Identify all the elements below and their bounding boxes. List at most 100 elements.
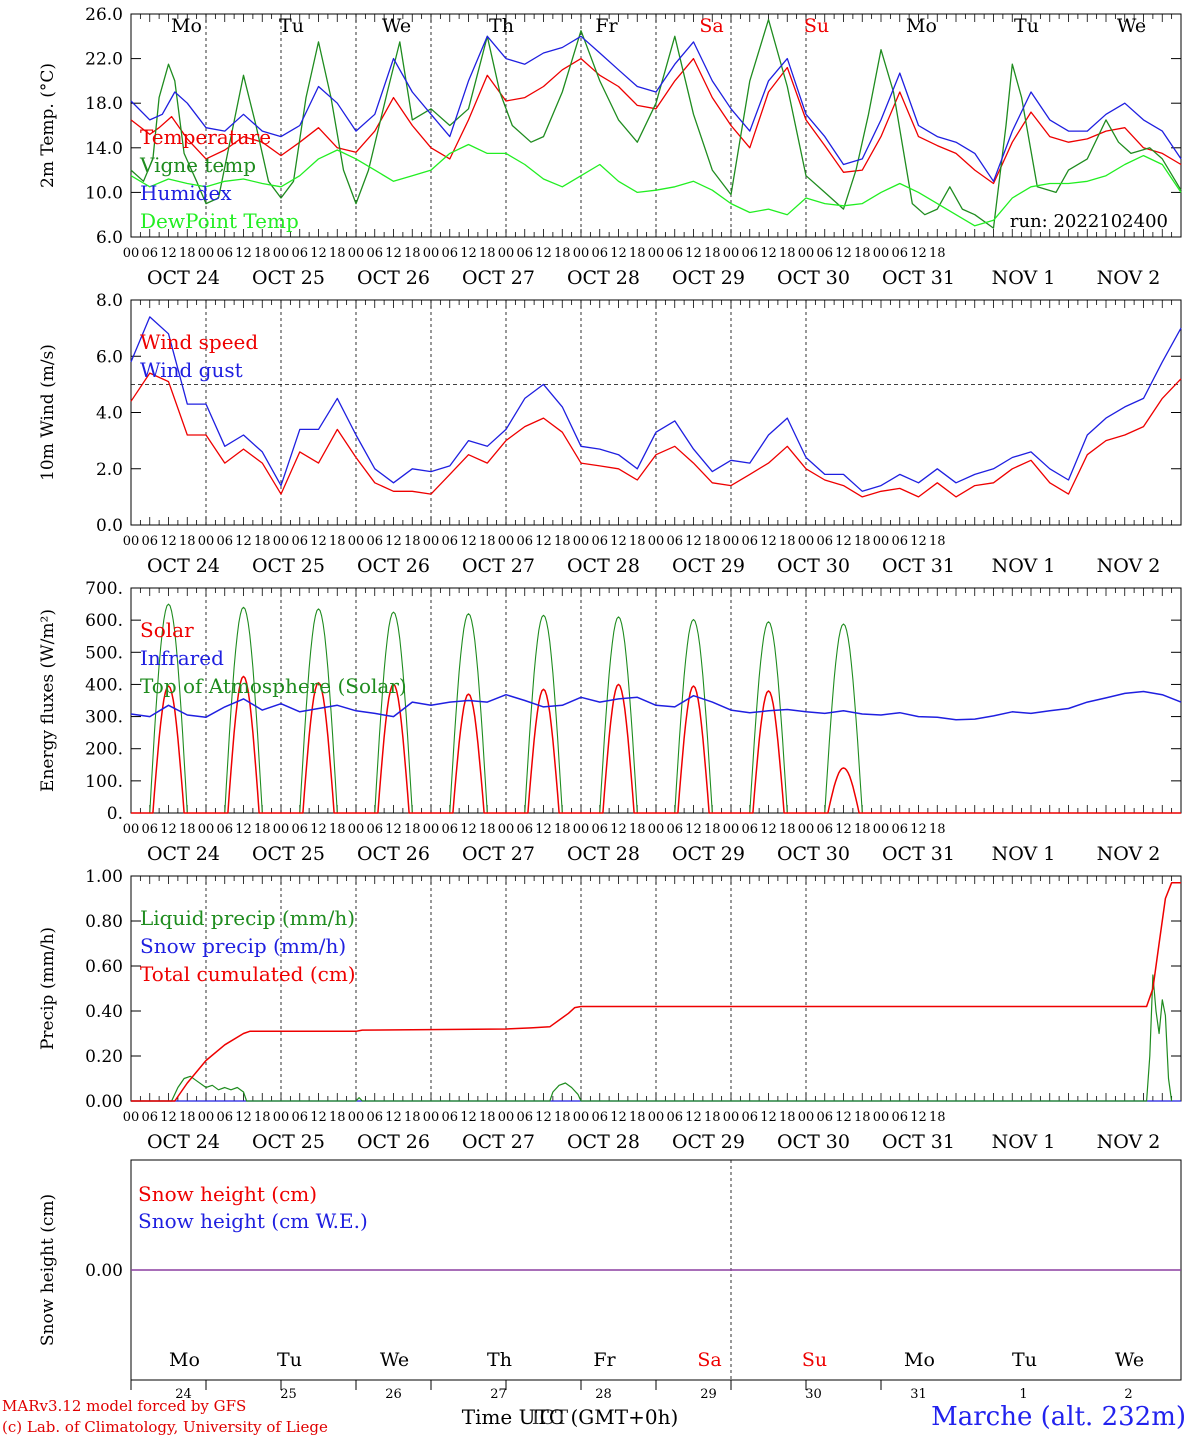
- hour-label: 12: [835, 246, 852, 261]
- hour-label: 12: [835, 822, 852, 837]
- hour-label: 18: [704, 246, 721, 261]
- hour-label: 00: [723, 1110, 740, 1125]
- weekday-label: Tu: [277, 1349, 302, 1371]
- hour-label: 06: [291, 822, 308, 837]
- hour-label: 18: [779, 246, 796, 261]
- hour-label: 06: [666, 246, 683, 261]
- hour-label: 00: [498, 246, 515, 261]
- hour-label: 06: [666, 534, 683, 549]
- series-wind-speed: [130, 372, 1182, 498]
- date-label: OCT 26: [357, 843, 430, 865]
- y-tick-label: 700.: [85, 579, 123, 599]
- weekday-label: Fr: [593, 1349, 616, 1371]
- hour-label: 18: [629, 822, 646, 837]
- hour-label: 12: [310, 1110, 327, 1125]
- hour-label: 12: [685, 534, 702, 549]
- hour-label: 00: [648, 822, 665, 837]
- date-label: OCT 25: [252, 843, 325, 865]
- hour-label: 06: [441, 246, 458, 261]
- date-label: OCT 30: [777, 267, 850, 289]
- y-tick-label: 0.20: [85, 1047, 123, 1067]
- hour-label: 00: [123, 246, 140, 261]
- hour-label: 12: [835, 1110, 852, 1125]
- hour-label: 12: [160, 1110, 177, 1125]
- hour-label: 12: [160, 246, 177, 261]
- hour-label: 06: [741, 822, 758, 837]
- date-label: NOV 2: [1097, 843, 1161, 865]
- hour-label: 06: [591, 246, 608, 261]
- hour-label: 06: [141, 534, 158, 549]
- date-label: OCT 27: [462, 843, 535, 865]
- legend-humidex: Humidex: [140, 181, 232, 205]
- hour-label: 12: [610, 534, 627, 549]
- weekday-label: Tu: [1012, 1349, 1037, 1371]
- date-label: OCT 24: [147, 1131, 220, 1153]
- hour-label: 18: [329, 1110, 346, 1125]
- hour-label: 06: [591, 822, 608, 837]
- hour-label: 12: [760, 1110, 777, 1125]
- y-tick-label: 500.: [85, 643, 123, 663]
- date-label: OCT 24: [147, 555, 220, 577]
- hour-label: 12: [385, 534, 402, 549]
- weekday-label: Sa: [697, 1349, 721, 1371]
- hour-label: 18: [254, 534, 271, 549]
- day-number-label: 25: [280, 1387, 297, 1402]
- hour-label: 00: [573, 822, 590, 837]
- hour-label: 06: [216, 1110, 233, 1125]
- date-label: OCT 31: [882, 843, 955, 865]
- y-tick-label: 0.: [107, 804, 123, 824]
- legend-snow-height-cm-: Snow height (cm): [138, 1182, 317, 1206]
- day-number-label: 27: [490, 1387, 507, 1402]
- panel-snow: 0.00 Snow height (cm) Snow height (cm) Snow…: [38, 1159, 1182, 1429]
- hour-label: 06: [216, 534, 233, 549]
- hour-label: 00: [798, 534, 815, 549]
- hour-label: 12: [235, 1110, 252, 1125]
- hour-label: 12: [835, 534, 852, 549]
- hour-label: 18: [179, 246, 196, 261]
- hour-label: 00: [123, 534, 140, 549]
- date-label: OCT 29: [672, 843, 745, 865]
- weekday-label: Th: [487, 1349, 512, 1371]
- hour-label: 00: [798, 1110, 815, 1125]
- date-label: OCT 30: [777, 555, 850, 577]
- hour-label: 18: [404, 246, 421, 261]
- hour-label: 12: [385, 246, 402, 261]
- hour-label: 12: [310, 822, 327, 837]
- date-label: OCT 29: [672, 555, 745, 577]
- hour-label: 06: [816, 534, 833, 549]
- hour-label: 00: [423, 1110, 440, 1125]
- date-label: OCT 24: [147, 843, 220, 865]
- y-tick-label: 600.: [85, 611, 123, 631]
- date-label: NOV 1: [992, 843, 1056, 865]
- series-dewpoint-temp: [130, 143, 1182, 227]
- hour-label: 00: [723, 822, 740, 837]
- y-tick-label: 0.80: [85, 912, 123, 932]
- y-tick-label: 100.: [85, 772, 123, 792]
- hour-label: 18: [854, 246, 871, 261]
- hour-label: 12: [610, 1110, 627, 1125]
- date-label: OCT 31: [882, 555, 955, 577]
- hour-label: 00: [573, 1110, 590, 1125]
- date-label: OCT 28: [567, 555, 640, 577]
- series-liquid-precip: [131, 974, 1173, 1102]
- hour-label: 18: [479, 1110, 496, 1125]
- hour-label: 00: [498, 1110, 515, 1125]
- legend-snow-precip-mm-h-: Snow precip (mm/h): [140, 934, 346, 958]
- hour-label: 18: [929, 1110, 946, 1125]
- hour-label: 06: [891, 246, 908, 261]
- hour-label: 12: [235, 534, 252, 549]
- date-label: OCT 26: [357, 1131, 430, 1153]
- hour-label: 06: [591, 534, 608, 549]
- date-label: OCT 29: [672, 267, 745, 289]
- weekday-label: We: [380, 1349, 409, 1371]
- hour-label: 18: [629, 534, 646, 549]
- hour-label: 12: [385, 1110, 402, 1125]
- hour-label: 12: [910, 822, 927, 837]
- hour-label: 18: [479, 534, 496, 549]
- hour-label: 12: [160, 822, 177, 837]
- hour-label: 06: [441, 1110, 458, 1125]
- hour-label: 18: [854, 822, 871, 837]
- legend-solar: Solar: [140, 618, 194, 642]
